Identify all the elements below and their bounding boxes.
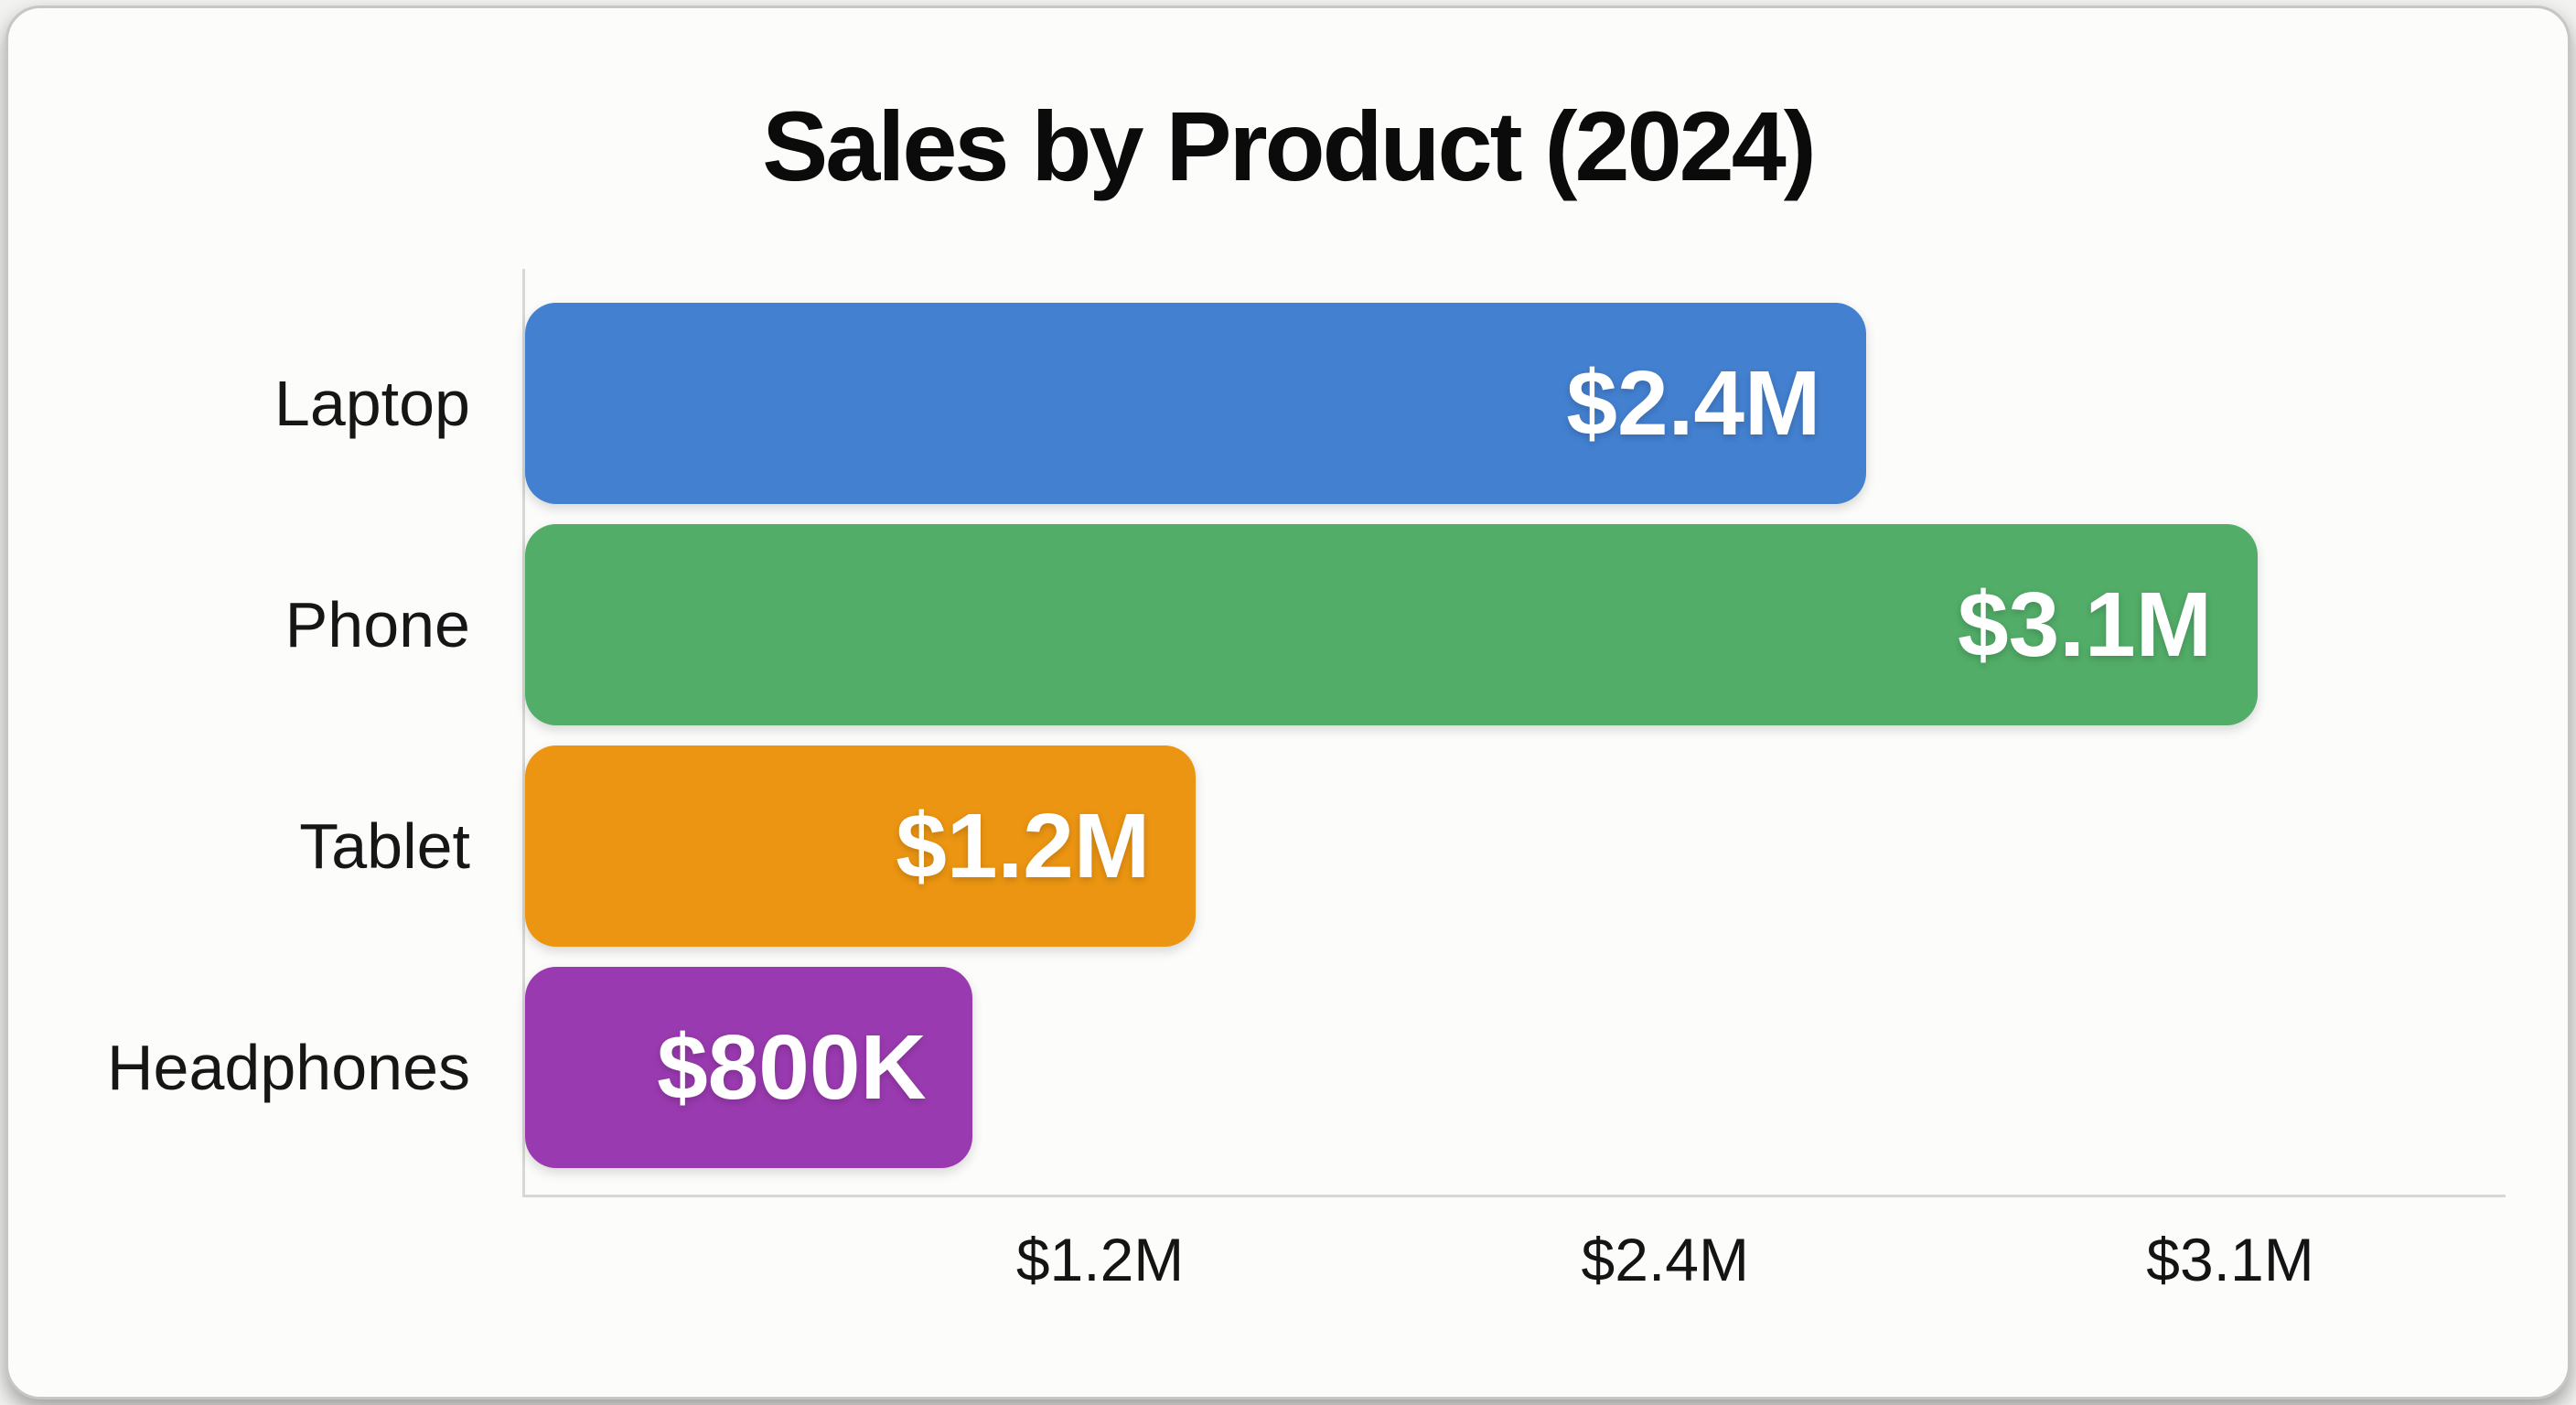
x-axis-line — [522, 1195, 2506, 1197]
x-axis-tick-2: $2.4M — [1581, 1226, 1749, 1293]
y-axis-line — [522, 269, 525, 1195]
category-label-laptop: Laptop — [274, 368, 470, 439]
bar-value-label-tablet: $1.2M — [896, 794, 1151, 897]
plot-area-row-laptop: $2.4M — [525, 303, 2515, 504]
bar-value-label-headphones: $800K — [657, 1015, 927, 1119]
x-axis-tick-row: $1.2M $2.4M $3.1M — [525, 1225, 2515, 1316]
bar-tablet: $1.2M — [525, 745, 1197, 947]
category-label-headphones: Headphones — [107, 1032, 470, 1103]
category-label-tablet: Tablet — [299, 810, 470, 882]
plot-area-row-tablet: $1.2M — [525, 745, 2515, 947]
bar-value-label-laptop: $2.4M — [1566, 351, 1821, 455]
chart-card: Sales by Product (2024) Laptop $2.4M Pho… — [5, 5, 2571, 1400]
x-axis-tick-1: $1.2M — [1015, 1226, 1185, 1293]
plot-area-row-phone: $3.1M — [525, 524, 2515, 725]
category-label-phone: Phone — [284, 589, 470, 660]
bar-headphones: $800K — [525, 967, 972, 1168]
bar-laptop: $2.4M — [525, 303, 1867, 504]
bar-phone: $3.1M — [525, 524, 2258, 725]
bar-value-label-phone: $3.1M — [1958, 573, 2212, 676]
x-axis-tick-3: $3.1M — [2146, 1226, 2314, 1293]
plot-area-row-headphones: $800K — [525, 967, 2515, 1168]
chart-title: Sales by Product (2024) — [762, 91, 1816, 201]
